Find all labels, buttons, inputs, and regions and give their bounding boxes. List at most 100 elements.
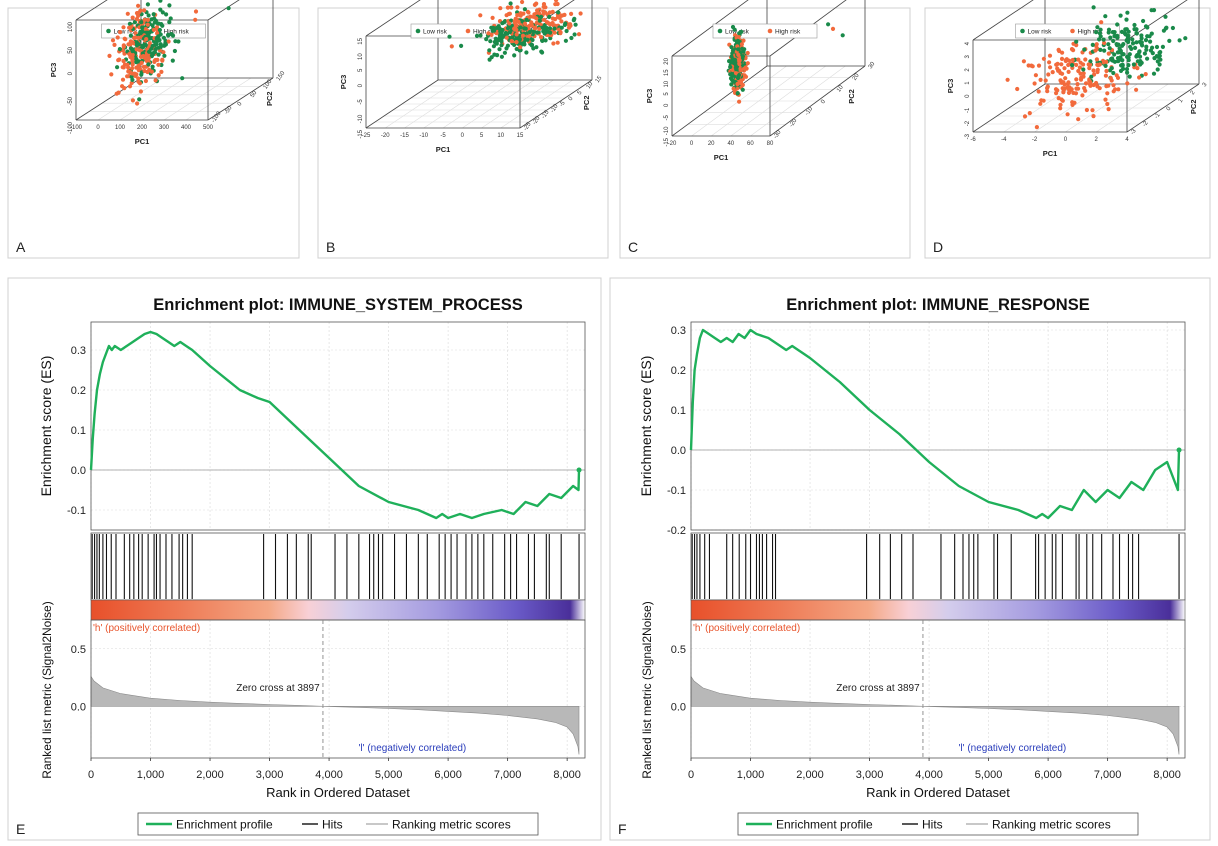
- high-risk-point: [136, 3, 141, 8]
- low-risk-point: [1110, 30, 1115, 35]
- metric-axis-label: Ranked list metric (Signal2Noise): [40, 601, 54, 778]
- y-tick-label: -10: [804, 106, 814, 117]
- high-risk-point: [539, 35, 544, 40]
- low-risk-point: [151, 12, 156, 17]
- y-axis-label: PC2: [1189, 100, 1198, 115]
- low-risk-point: [1125, 54, 1130, 60]
- low-risk-point: [1148, 39, 1153, 44]
- z-tick-label: -5: [358, 99, 364, 105]
- panel-frame: [924, 7, 1211, 259]
- high-risk-point: [740, 82, 745, 88]
- low-risk-point: [562, 22, 567, 27]
- high-risk-point: [1116, 87, 1121, 92]
- floor-gridline: [163, 77, 230, 121]
- high-risk-point: [1081, 62, 1086, 67]
- high-risk-point: [557, 15, 562, 20]
- high-risk-point: [486, 31, 491, 36]
- high-risk-point: [1083, 81, 1089, 86]
- positive-correlation-label: 'h' (positively correlated): [93, 623, 200, 634]
- z-axis-label: PC3: [49, 63, 58, 78]
- z-tick-label: 4: [965, 41, 971, 45]
- high-risk-point: [509, 39, 514, 44]
- low-risk-point: [1127, 52, 1132, 57]
- low-risk-point: [729, 82, 734, 87]
- legend-marker: [717, 28, 723, 34]
- high-risk-point: [1047, 53, 1053, 58]
- high-risk-point: [153, 57, 158, 63]
- high-risk-point: [735, 81, 740, 87]
- high-risk-point: [1105, 101, 1110, 107]
- high-risk-point: [193, 17, 198, 22]
- y-tick-label: -15: [541, 109, 551, 120]
- high-risk-point: [741, 66, 747, 71]
- high-risk-point: [1045, 84, 1050, 89]
- high-risk-point: [1106, 51, 1111, 56]
- low-risk-point: [540, 25, 545, 30]
- high-risk-point: [136, 79, 141, 84]
- z-tick-label: 0: [358, 83, 364, 87]
- x-axis-label: PC1: [1043, 149, 1058, 158]
- low-risk-point: [1164, 25, 1169, 30]
- high-risk-point: [112, 42, 117, 48]
- y-tick-label: -3: [1130, 128, 1138, 136]
- high-risk-point: [526, 10, 531, 15]
- high-risk-point: [514, 32, 519, 37]
- low-risk-point: [518, 25, 523, 30]
- low-risk-point: [1167, 38, 1172, 43]
- legend-box: [137, 812, 539, 836]
- low-risk-point: [1128, 44, 1133, 49]
- high-risk-point: [107, 53, 112, 59]
- high-risk-point: [1072, 100, 1077, 105]
- low-risk-point: [140, 45, 145, 50]
- high-risk-point: [550, 9, 555, 14]
- high-risk-point: [504, 35, 509, 40]
- low-risk-point: [525, 37, 530, 42]
- high-risk-point: [122, 51, 127, 56]
- low-risk-point: [132, 20, 137, 25]
- high-risk-point: [1095, 84, 1100, 89]
- ranking-color-bar: [90, 599, 586, 621]
- low-risk-point: [734, 67, 739, 72]
- high-risk-point: [1074, 77, 1079, 82]
- high-risk-point: [1095, 67, 1100, 72]
- metric-tick-label: 0.5: [71, 644, 86, 656]
- high-risk-point: [143, 27, 148, 32]
- high-risk-point: [743, 74, 749, 79]
- low-risk-point: [1177, 38, 1182, 43]
- low-risk-point: [459, 43, 464, 49]
- high-risk-point: [578, 11, 583, 16]
- low-risk-point: [563, 38, 568, 43]
- y-tick-label: 150: [276, 70, 287, 82]
- high-risk-point: [1005, 77, 1010, 82]
- high-risk-point: [1125, 81, 1130, 86]
- high-risk-point: [1058, 102, 1063, 107]
- low-risk-point: [1126, 63, 1131, 68]
- low-risk-point: [1106, 42, 1111, 47]
- high-risk-point: [1082, 86, 1087, 91]
- y-tick-label: 0: [568, 95, 575, 102]
- box-edge: [1126, 0, 1188, 41]
- high-risk-point: [160, 58, 165, 63]
- high-risk-point: [130, 98, 135, 103]
- low-risk-point: [1125, 10, 1130, 15]
- low-risk-point: [734, 39, 739, 44]
- enrichment-profile-line: [689, 328, 1181, 520]
- y-tick-label: 10: [586, 81, 595, 90]
- high-risk-point: [110, 38, 116, 43]
- low-risk-point: [1091, 5, 1096, 10]
- box-edge: [519, 0, 575, 37]
- x-tick-label: 5,000: [375, 769, 403, 781]
- low-risk-point: [1134, 31, 1139, 36]
- z-tick-label: 50: [68, 46, 74, 53]
- low-risk-point: [145, 30, 150, 35]
- low-risk-point: [156, 52, 161, 57]
- low-risk-point: [740, 46, 745, 51]
- low-risk-point: [180, 76, 185, 81]
- high-risk-point: [137, 48, 142, 53]
- low-risk-point: [140, 25, 145, 30]
- high-risk-point: [1087, 82, 1092, 87]
- box-edge: [769, 65, 866, 137]
- box-edge: [972, 83, 1046, 133]
- high-risk-point: [1033, 73, 1038, 78]
- high-risk-point: [520, 0, 525, 5]
